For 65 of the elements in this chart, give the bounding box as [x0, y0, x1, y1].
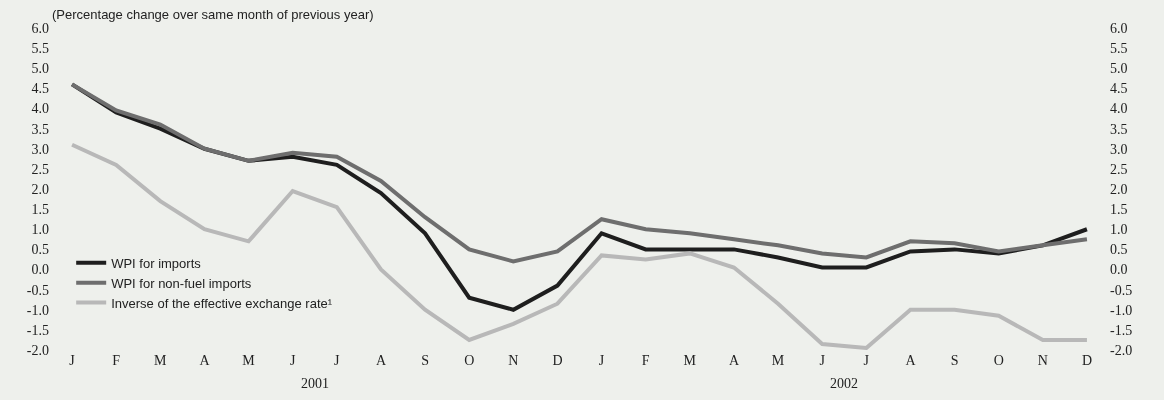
x-tick-label: J: [819, 353, 826, 368]
x-tick-label: D: [552, 353, 563, 368]
line-series: [70, 142, 1089, 350]
y-tick-label: 5.0: [31, 61, 49, 77]
y-tick-label: 3.5: [31, 121, 49, 137]
y2-tick-label: -2.0: [1110, 342, 1133, 358]
y2-tick-label: 4.5: [1110, 81, 1128, 97]
y2-tick-label: -1.0: [1110, 302, 1133, 318]
y2-tick-label: 2.5: [1110, 161, 1128, 177]
x-tick-label: S: [421, 353, 429, 368]
x-tick-label: F: [112, 353, 121, 368]
y2-tick-label: 2.0: [1110, 181, 1128, 197]
x-tick-label: A: [199, 353, 211, 368]
chart-subtitle: (Percentage change over same month of previous year): [52, 7, 374, 22]
x-tick-label: J: [334, 353, 341, 368]
y2-tick-label: 5.5: [1110, 41, 1128, 57]
y-tick-label: 0.5: [31, 242, 49, 258]
y-tick-label: 4.5: [31, 81, 49, 97]
x-tick-label: O: [993, 353, 1004, 368]
y-tick-label: 3.0: [31, 141, 49, 157]
y-tick-label: -1.5: [26, 322, 49, 338]
y2-tick-label: 6.0: [1110, 20, 1128, 36]
y2-tick-label: 0.5: [1110, 242, 1128, 258]
x-tick-label: S: [950, 353, 959, 368]
y2-tick-label: 3.5: [1110, 121, 1128, 137]
y2-tick-label: 0.0: [1110, 262, 1128, 278]
y-tick-label: 0.0: [31, 262, 49, 278]
x-tick-label: A: [728, 353, 740, 368]
y-tick-label: -2.0: [26, 342, 49, 358]
y-tick-label: 6.0: [31, 20, 49, 36]
y-tick-label: 5.5: [31, 41, 49, 57]
y2-tick-label: -1.5: [1110, 322, 1133, 338]
y-tick-label: -1.0: [26, 302, 49, 318]
x-tick-label: J: [598, 353, 605, 368]
x-tick-label: M: [683, 353, 697, 368]
x-tick-label: M: [242, 353, 256, 368]
x-tick-label: M: [771, 353, 785, 368]
text: 2001: [301, 376, 329, 391]
x-tick-label: N: [1037, 353, 1048, 368]
legend-label: WPI for non-fuel imports: [111, 275, 252, 291]
y2-tick-label: -0.5: [1110, 282, 1133, 298]
legend-label: Inverse of the effective exchange rate¹: [111, 295, 333, 311]
y-tick-label: 4.0: [31, 101, 49, 117]
y2-tick-label: 1.0: [1110, 222, 1128, 238]
x-tick-label: M: [154, 353, 168, 368]
x-tick-label: A: [905, 353, 917, 368]
y-tick-label: -0.5: [26, 282, 49, 298]
y2-tick-label: 5.0: [1110, 61, 1128, 77]
text: 2002: [830, 376, 858, 391]
y2-tick-label: 1.5: [1110, 202, 1128, 218]
y-tick-label: 2.0: [31, 181, 49, 197]
y2-tick-label: 4.0: [1110, 101, 1128, 117]
x-tick-label: O: [464, 353, 475, 368]
y-tick-label: 2.5: [31, 161, 49, 177]
x-tick-label: D: [1081, 353, 1092, 368]
x-tick-label: A: [375, 353, 387, 368]
y-tick-label: 1.0: [31, 222, 49, 238]
x-tick-label: J: [289, 353, 296, 368]
y2-tick-label: 3.0: [1110, 141, 1128, 157]
x-tick-label: J: [69, 353, 76, 368]
x-tick-label: J: [863, 353, 870, 368]
x-tick-label: N: [508, 353, 519, 368]
y-tick-label: 1.5: [31, 202, 49, 218]
x-tick-label: F: [641, 353, 650, 368]
legend-label: WPI for imports: [111, 255, 202, 271]
